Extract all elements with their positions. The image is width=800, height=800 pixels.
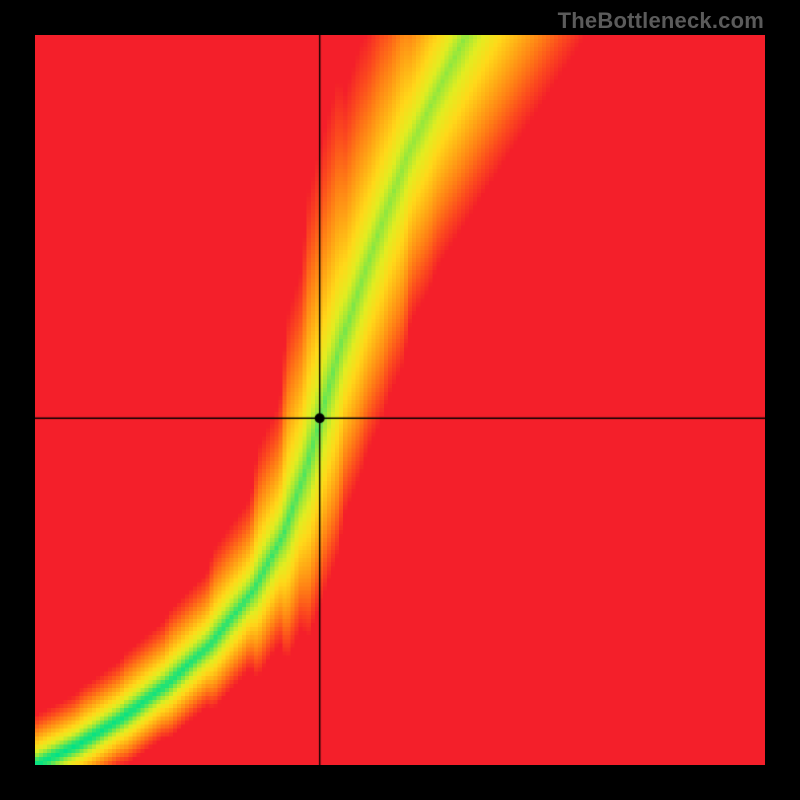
watermark-text: TheBottleneck.com (558, 8, 764, 34)
overlay-canvas (35, 35, 765, 765)
plot-area (35, 35, 765, 765)
